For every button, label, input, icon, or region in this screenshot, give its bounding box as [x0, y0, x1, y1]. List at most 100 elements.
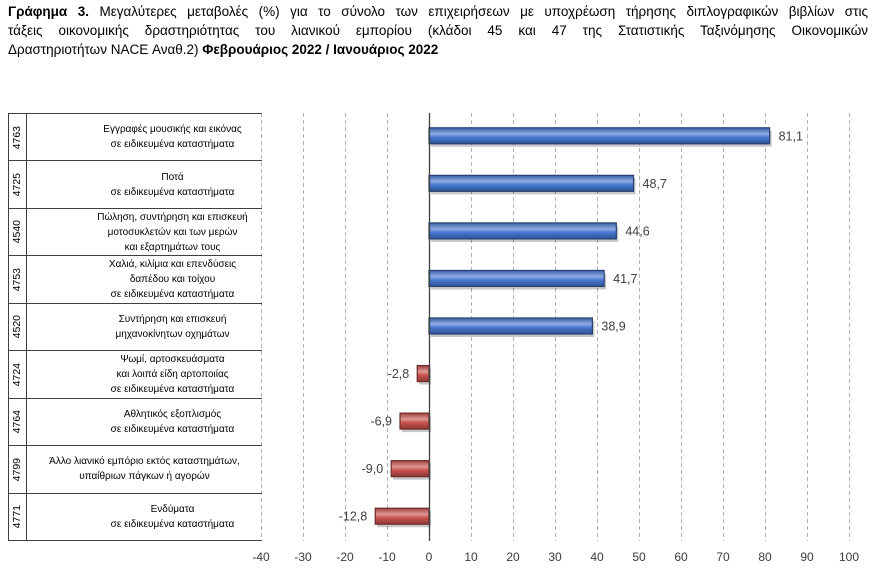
x-tick-label: -10 [378, 550, 396, 564]
bar-positive [428, 222, 617, 240]
category-code: 4520 [11, 315, 24, 339]
chart-title: Γράφημα 3. Μεγαλύτερες μεταβολές (%) για… [8, 2, 868, 59]
table-row: 4520 Συντήρηση και επισκευή μηχανοκίνητων … [9, 303, 262, 352]
category-code-cell: 4520 [9, 303, 27, 351]
category-code: 4771 [11, 505, 24, 529]
x-tick-label: 0 [426, 550, 433, 564]
category-code: 4724 [11, 362, 24, 387]
category-label-line: σε ειδικευμένα καταστήματα [110, 383, 235, 395]
data-label: -2,8 [388, 367, 410, 381]
data-label: 44,6 [625, 224, 649, 238]
x-axis-tick-labels: -40 -30 -20 -10 0 10 20 30 40 50 60 70 80 90 100 [252, 550, 859, 564]
table-row: 4799 Άλλο λιανικό εμπόριο εκτός καταστημά… [9, 446, 262, 494]
category-label-line: Εγγραφές μουσικής και εικόνας [103, 124, 242, 136]
bar-positive [428, 127, 771, 145]
chart-title-line: Γράφημα 3. Μεγαλύτερες μεταβολές (%) για… [8, 2, 868, 21]
x-tick-label: 80 [758, 550, 772, 564]
chart-title-text: Μεγαλύτερες μεταβολές (%) για το σύνολο … [99, 4, 868, 19]
category-code-cell: 4771 [9, 493, 27, 540]
table-row: 4725 Ποτά σε ειδικευμένα καταστήματα [9, 161, 262, 209]
category-code: 4763 [11, 125, 24, 149]
data-label: 48,7 [643, 177, 667, 191]
category-code-cell: 4725 [9, 161, 27, 208]
x-tick-label: 30 [548, 550, 562, 564]
category-label-line: Ενδύματα [150, 503, 195, 515]
chart-title-line: Δραστηριοτήτων NACE Αναθ.2) Φεβρουάριος … [8, 40, 868, 59]
category-label-line: Χαλιά, κιλίμια και επενδύσεις [108, 259, 237, 271]
data-label: -9,0 [362, 462, 384, 476]
category-label: Χαλιά, κιλίμια και επενδύσεις δαπέδου και… [27, 256, 262, 302]
chart-title-text: τάξεις οικονομικής δραστηριότητας του λι… [8, 23, 868, 38]
category-label-line: μοτοσυκλετών και των μερών [107, 226, 238, 238]
category-label-line: Ποτά [161, 171, 184, 183]
category-label: Ποτά σε ειδικευμένα καταστήματα [27, 161, 262, 207]
category-label-line: σε ειδικευμένα καταστήματα [110, 289, 235, 301]
x-tick-label: -40 [252, 550, 270, 564]
x-tick-label: 40 [590, 550, 604, 564]
category-label-line: Ψωμί, αρτοσκευάσματα [120, 353, 225, 365]
category-label-line: σε ειδικευμένα καταστήματα [110, 423, 235, 435]
category-label-line: υπαίθριων πάγκων ή αγορών [79, 471, 210, 483]
x-tick-label: 70 [716, 550, 730, 564]
chart-title-label: Γράφημα 3. [8, 4, 89, 19]
category-label-line: Πώληση, συντήρηση και επισκευή [97, 211, 248, 223]
category-label: Ψωμί, αρτοσκευάσματα και λοιπά είδη αρτοπ… [27, 351, 262, 397]
category-code-cell: 4764 [9, 398, 27, 446]
category-label: Συντήρηση και επισκευή μηχανοκίνητων οχημ… [27, 304, 262, 350]
x-tick-label: -30 [294, 550, 312, 564]
data-label: 81,1 [779, 129, 803, 143]
chart-title-text: Δραστηριοτήτων NACE Αναθ.2) [8, 42, 199, 57]
x-tick-label: 10 [464, 550, 478, 564]
category-table: 4763 Εγγραφές μουσικής και εικόνας σε ειδι… [8, 113, 262, 541]
category-code: 4540 [11, 220, 24, 244]
data-label: 38,9 [601, 320, 625, 334]
category-label-line: Συντήρηση και επισκευή [118, 313, 227, 325]
bar-negative [374, 507, 430, 525]
x-tick-label: 90 [800, 550, 814, 564]
category-code: 4753 [11, 267, 24, 292]
x-tick-label: 60 [674, 550, 688, 564]
category-code-cell: 4753 [9, 256, 27, 303]
category-label-line: σε ειδικευμένα καταστήματα [110, 186, 235, 198]
bar-positive [428, 174, 635, 192]
bar-negative [390, 460, 430, 478]
category-label-line: και εξαρτημάτων τους [124, 241, 221, 253]
x-tick-label: -20 [336, 550, 354, 564]
category-label-line: μηχανοκίνητων οχημάτων [115, 328, 230, 340]
category-label-line: Αθλητικός εξοπλισμός [123, 408, 222, 420]
bar-positive [428, 269, 605, 288]
chart-title-line: τάξεις οικονομικής δραστηριότητας του λι… [8, 21, 868, 40]
x-tick-label: 50 [632, 550, 646, 564]
category-label-line: και λοιπά είδη αρτοποιίας [116, 368, 229, 380]
table-row: 4753 Χαλιά, κιλίμια και επενδύσεις δαπέδου… [9, 256, 262, 304]
category-code-cell: 4763 [9, 114, 27, 161]
x-tick-label: 100 [839, 550, 859, 564]
category-code-cell: 4724 [9, 351, 27, 398]
data-label: -6,9 [370, 415, 392, 429]
category-code: 4764 [11, 410, 24, 434]
category-label: Αθλητικός εξοπλισμός σε ειδικευμένα κατασ… [27, 399, 262, 445]
category-label: Πώληση, συντήρηση και επισκευή μοτοσυκλετ… [27, 209, 262, 255]
category-label-line: Άλλο λιανικό εμπόριο εκτός καταστημάτων, [49, 456, 240, 468]
category-code-cell: 4799 [9, 446, 27, 493]
category-label: Ενδύματα σε ειδικευμένα καταστήματα [27, 494, 262, 540]
data-label: -12,8 [339, 510, 368, 524]
table-row: 4764 Αθλητικός εξοπλισμός σε ειδικευμένα κ… [9, 398, 262, 447]
category-code: 4799 [11, 457, 24, 481]
category-code: 4725 [11, 172, 24, 197]
bar-positive [428, 317, 593, 335]
bar-negative [416, 364, 430, 383]
bar-negative [399, 412, 430, 430]
category-label-line: δαπέδου και τοίχου [129, 274, 216, 286]
category-code-cell: 4540 [9, 208, 27, 256]
category-label: Εγγραφές μουσικής και εικόνας σε ειδικευμ… [27, 114, 262, 160]
table-row: 4771 Ενδύματα σε ειδικευμένα καταστήματα [9, 493, 262, 541]
category-label-line: σε ειδικευμένα καταστήματα [110, 139, 235, 151]
bars [374, 127, 772, 528]
data-labels: 81,1 48,7 44,6 41,7 38,9 -2,8 -6,9 -9,0 -12,8 [339, 129, 803, 523]
data-label: 41,7 [613, 272, 637, 286]
category-label-line: σε ειδικευμένα καταστήματα [110, 518, 235, 530]
category-label: Άλλο λιανικό εμπόριο εκτός καταστημάτων,… [27, 446, 262, 492]
table-row: 4540 Πώληση, συντήρηση και επισκευή μοτοσυ… [9, 208, 262, 257]
